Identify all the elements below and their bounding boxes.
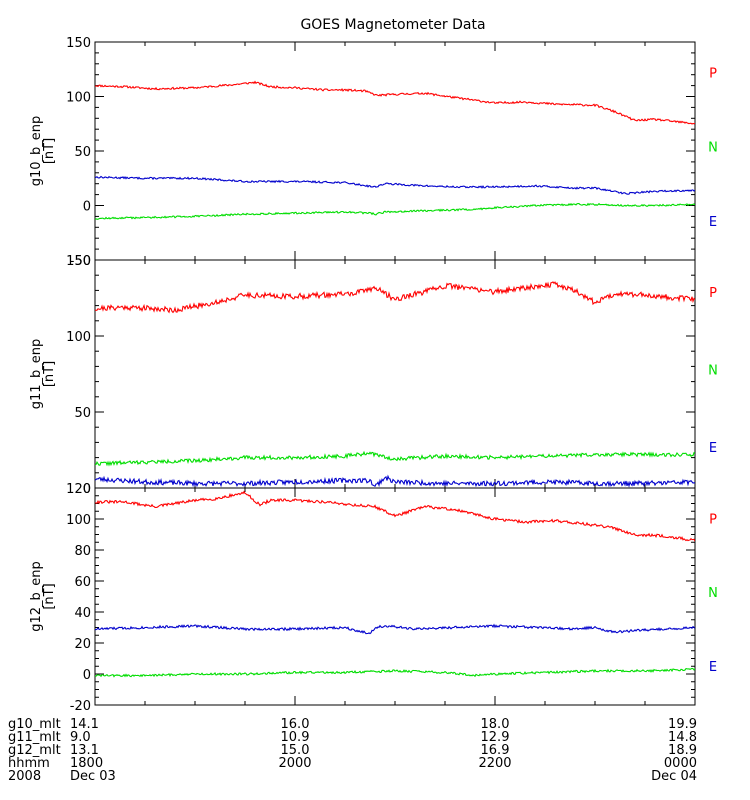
x-tick-value: 2000 [278, 756, 311, 771]
y-tick-label: 20 [74, 637, 91, 652]
y-axis-unit: [nT] [42, 138, 57, 164]
x-tick-value: 19.9 [668, 717, 697, 732]
chart-title: GOES Magnetometer Data [300, 17, 485, 33]
x-tick-value: 15.0 [281, 743, 310, 758]
series-line-E [95, 474, 695, 488]
y-tick-label: 0 [83, 668, 91, 683]
legend-P: P [709, 286, 717, 301]
x-tick-value: 16.9 [481, 743, 510, 758]
legend-E: E [709, 215, 717, 230]
y-tick-label: 120 [66, 482, 91, 497]
y-axis-label: g12_b_enp [29, 561, 44, 632]
x-tick-value: 10.9 [281, 730, 310, 745]
x-tick-value: 16.0 [281, 717, 310, 732]
series-line-E [95, 623, 695, 635]
legend-P: P [709, 512, 717, 527]
panel-3: -20 0 20 40 60 80 100 120 g12_b_enp[nT] P N E [29, 482, 718, 714]
series-line-P [95, 281, 695, 314]
y-tick-label: -20 [70, 699, 91, 714]
x-tick-value: 0000 [664, 756, 697, 771]
panel-frame [94, 41, 696, 261]
x-tick-value: 14.8 [668, 730, 697, 745]
y-tick-label: 0 [83, 482, 91, 497]
y-tick-label: 80 [74, 544, 91, 559]
x-row-label: hhmm [8, 756, 50, 771]
x-row-label: g12_mlt [8, 743, 61, 758]
y-tick-label: 50 [74, 406, 91, 421]
y-tick-label: 150 [66, 36, 91, 51]
y-axis-unit: [nT] [42, 583, 57, 609]
x-tick-value: 18.0 [481, 717, 510, 732]
x-axis-labels: g10_mlt 14.1 16.0 18.0 19.9 g11_mlt 9.0 10.9 12.… [8, 717, 697, 784]
legend-N: N [708, 141, 718, 156]
series-line-N [95, 450, 695, 467]
y-tick-label: 100 [66, 91, 91, 106]
x-tick-value: 18.9 [668, 743, 697, 758]
legend-N: N [708, 586, 718, 601]
y-tick-label: -50 [70, 254, 91, 269]
series-line-N [95, 202, 695, 220]
legend-N: N [708, 363, 718, 378]
y-axis-label: g11_b_enp [29, 339, 44, 410]
y-tick-label: 40 [74, 606, 91, 621]
x-row-label: g11_mlt [8, 730, 61, 745]
series-line-N [95, 667, 695, 678]
x-tick-value: 14.1 [70, 717, 99, 732]
y-tick-label: 0 [83, 200, 91, 215]
x-row-label: 2008 [8, 769, 41, 784]
panel-2: 0 50 100 150 g11_b_enp[nT] P N E [29, 254, 718, 497]
x-tick-value: 1800 [70, 756, 103, 771]
panel-1: -50 0 50 100 150 g10_b_enp[nT] P N E [29, 36, 718, 269]
legend-P: P [709, 67, 717, 82]
y-axis-unit: [nT] [42, 361, 57, 387]
panels-layer: -50050100150g10_b_enp[nT]PNE050100150g11… [29, 36, 718, 714]
series-line-E [95, 175, 695, 195]
y-axis-label: g10_b_enp [29, 116, 44, 187]
legend-E: E [709, 660, 717, 675]
x-tick-value: 13.1 [70, 743, 99, 758]
series-line-P [95, 490, 695, 542]
y-tick-label: 50 [74, 145, 91, 160]
panel-frame [94, 259, 696, 489]
legend-E: E [709, 441, 717, 456]
x-tick-value: 2200 [478, 756, 511, 771]
y-tick-label: 150 [66, 254, 91, 269]
x-tick-value: Dec 04 [651, 769, 697, 784]
y-tick-label: 60 [74, 575, 91, 590]
panel-frame [94, 487, 696, 706]
x-tick-value: Dec 03 [70, 769, 116, 784]
x-tick-value: 12.9 [481, 730, 510, 745]
y-tick-label: 100 [66, 513, 91, 528]
x-row-label: g10_mlt [8, 717, 61, 732]
x-tick-value: 9.0 [70, 730, 91, 745]
series-line-P [95, 80, 695, 125]
y-tick-label: 100 [66, 330, 91, 345]
